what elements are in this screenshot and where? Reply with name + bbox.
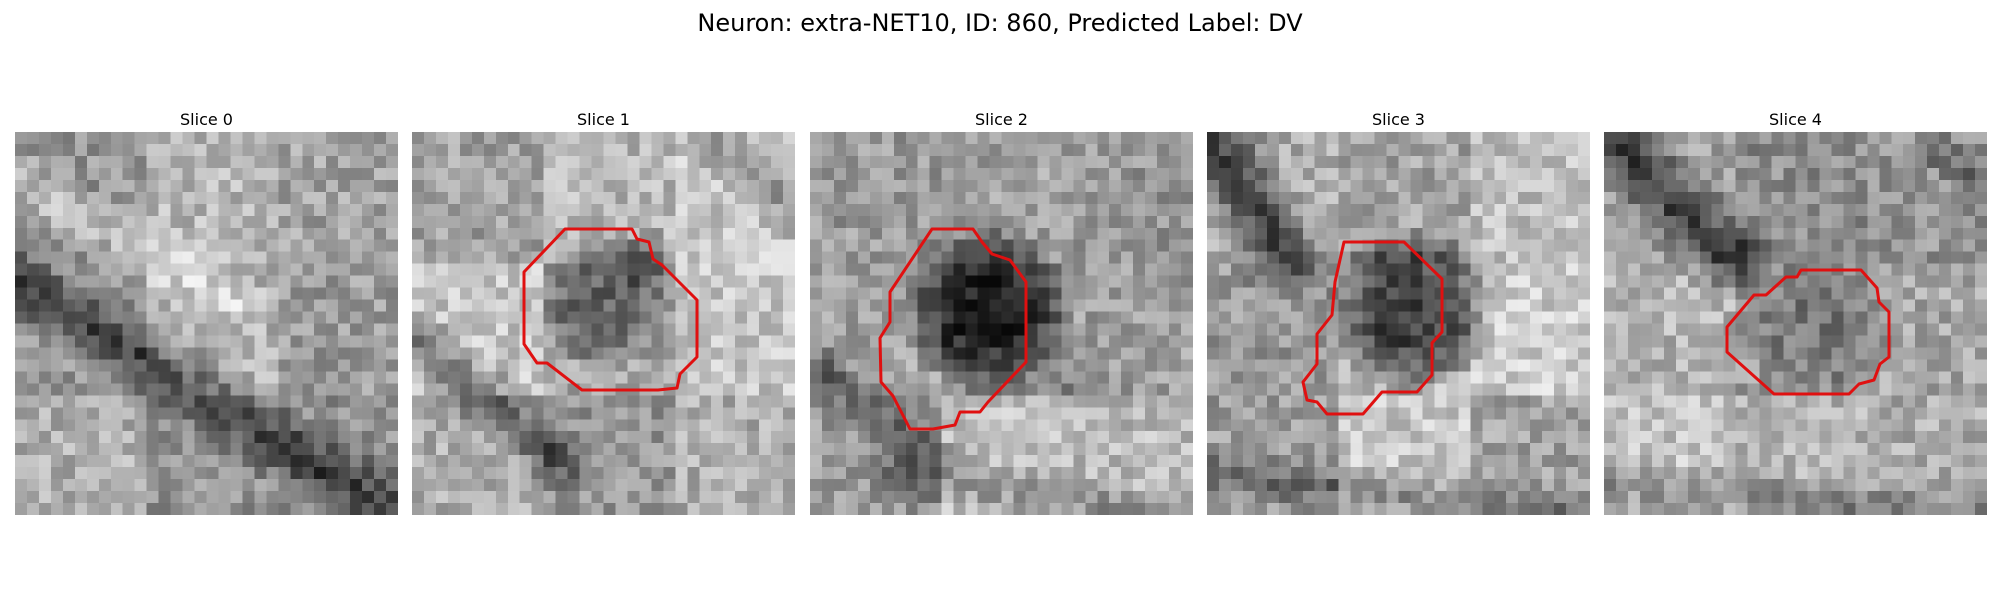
grayscale-texture	[1604, 132, 1987, 515]
figure-title: Neuron: extra-NET10, ID: 860, Predicted …	[697, 9, 1303, 37]
slice-image-4	[1604, 132, 1987, 515]
slice-image-3	[1207, 132, 1590, 515]
slice-image-1	[412, 132, 795, 515]
slice-title: Slice 3	[1372, 110, 1425, 129]
neuron-outline	[878, 227, 1028, 431]
slice-title: Slice 0	[180, 110, 233, 129]
slice-title: Slice 4	[1769, 110, 1822, 129]
slice-panel-1: Slice 1	[412, 108, 795, 515]
slice-panel-2: Slice 2	[810, 108, 1193, 515]
neuron-outline	[1301, 240, 1444, 416]
neuron-outline	[1725, 268, 1891, 396]
slice-title: Slice 1	[577, 110, 630, 129]
slice-panel-4: Slice 4	[1604, 108, 1987, 515]
slice-panel-3: Slice 3	[1207, 108, 1590, 515]
grayscale-texture	[1207, 132, 1590, 515]
neuron-outline	[522, 227, 699, 392]
slice-image-2	[810, 132, 1193, 515]
grayscale-texture	[810, 132, 1193, 515]
slice-title: Slice 2	[975, 110, 1028, 129]
grayscale-texture	[412, 132, 795, 515]
slice-panel-0: Slice 0	[15, 108, 398, 515]
grayscale-texture	[15, 132, 398, 515]
slice-image-0	[15, 132, 398, 515]
